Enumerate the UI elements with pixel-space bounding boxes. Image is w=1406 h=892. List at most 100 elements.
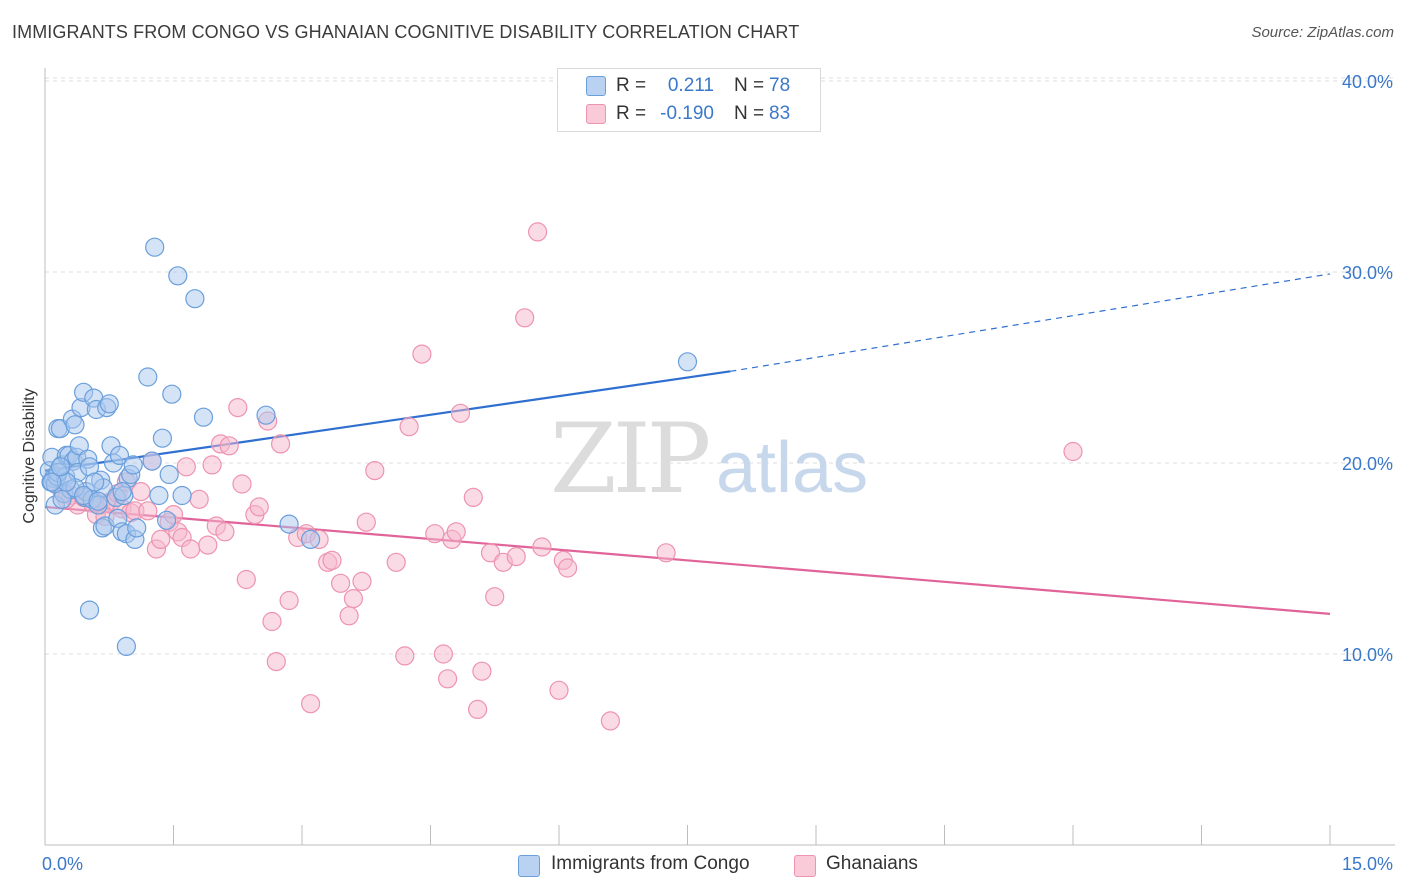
congo-point — [185, 289, 205, 309]
ghana-point — [181, 539, 201, 559]
ghana-point — [395, 646, 415, 666]
congo-point — [99, 394, 119, 414]
ghana-point — [301, 694, 321, 714]
congo-point — [88, 491, 108, 511]
ghana-point — [202, 455, 222, 475]
ghana-point — [279, 590, 299, 611]
legend-ghana-swatch — [794, 855, 816, 877]
ghana-point — [236, 569, 256, 590]
legend-r-value: -0.190 — [660, 103, 714, 124]
ghana-point — [386, 552, 406, 572]
ghana-point — [446, 522, 466, 542]
congo-point — [85, 472, 105, 492]
legend-row-ghana: R = -0.190 N = 83 — [558, 100, 820, 128]
ghana-point — [515, 308, 535, 328]
congo-point — [138, 367, 158, 387]
congo-point — [157, 510, 177, 530]
legend-congo-swatch — [518, 855, 540, 877]
ghana-point — [399, 417, 419, 437]
x-tick-label: 15.0% — [1342, 854, 1393, 874]
correlation-legend: R = 0.211 N = 78 R = -0.190 N = 83 — [557, 68, 821, 132]
ghana-point — [1063, 441, 1083, 462]
watermark-zip: ZIP — [550, 403, 709, 515]
tick-labels: 10.0% 20.0% 30.0% 40.0% 0.0% 15.0% — [42, 72, 1393, 874]
congo-trend-line — [44, 370, 731, 472]
congo-point — [149, 485, 169, 506]
ghana-point — [266, 651, 286, 672]
ghana-point — [331, 573, 351, 593]
legend-r-label: R = — [616, 75, 647, 96]
y-tick-label: 40.0% — [1342, 72, 1393, 92]
legend-n-label: N = — [734, 75, 765, 96]
congo-point — [677, 352, 698, 372]
ghana-point — [472, 661, 492, 681]
legend-n-label: N = — [734, 103, 765, 124]
ghana-point — [198, 535, 218, 555]
source-label: Source: ZipAtlas.com — [1251, 24, 1394, 41]
ghana-point — [433, 644, 453, 664]
ghana-point — [463, 487, 483, 507]
y-tick-label: 30.0% — [1342, 263, 1393, 283]
congo-point — [127, 518, 147, 538]
congo-point — [142, 451, 162, 471]
congo-point — [112, 482, 132, 502]
congo-point — [116, 636, 137, 657]
legend-n-value: 83 — [769, 103, 791, 124]
congo-point — [50, 457, 71, 477]
gridlines — [45, 77, 1395, 655]
data-points — [39, 222, 1083, 731]
legend-n-value: 78 — [769, 75, 791, 96]
legend-ghana-label: Ghanaians — [826, 853, 918, 874]
congo-point — [279, 514, 299, 534]
ghana-point — [557, 558, 578, 578]
ghana-trend-line — [44, 505, 1331, 615]
congo-point — [168, 266, 188, 286]
ghana-point — [425, 524, 445, 544]
ghana-point — [365, 461, 385, 481]
ghana-point — [356, 512, 376, 532]
ghana-point — [271, 434, 291, 454]
ghana-point — [249, 497, 269, 517]
congo-point — [193, 407, 214, 427]
congo-point — [65, 415, 85, 435]
ghana-point — [322, 550, 342, 571]
y-tick-label: 10.0% — [1342, 645, 1393, 665]
congo-point — [301, 529, 321, 550]
ghana-point — [532, 537, 552, 557]
ghana-point — [352, 571, 372, 592]
ghana-point — [549, 680, 569, 700]
congo-point — [172, 485, 192, 506]
ghana-point — [219, 436, 239, 456]
chart-title: IMMIGRANTS FROM CONGO VS GHANAIAN COGNIT… — [12, 22, 800, 42]
ghana-point — [438, 669, 458, 689]
y-tick-label: 20.0% — [1342, 454, 1393, 474]
congo-point — [152, 428, 172, 448]
ghana-point — [151, 529, 171, 550]
ghana-point — [527, 222, 548, 242]
ghana-point — [228, 398, 248, 418]
watermark: ZIP atlas — [550, 403, 868, 515]
legend-congo-label: Immigrants from Congo — [551, 853, 750, 874]
congo-point — [256, 405, 276, 425]
series-legend: Immigrants from Congo Ghanaians — [0, 853, 1406, 877]
congo-point — [42, 472, 62, 492]
blue-swatch — [586, 76, 606, 96]
congo-point — [109, 445, 130, 465]
axes — [44, 68, 1395, 846]
ghana-point — [468, 699, 488, 720]
ghana-point — [232, 474, 252, 494]
ghana-point — [262, 611, 282, 632]
watermark-atlas: atlas — [716, 428, 868, 508]
legend-row-congo: R = 0.211 N = 78 — [558, 72, 820, 100]
ghana-point — [138, 501, 158, 521]
ghana-point — [339, 606, 359, 626]
ghana-point — [506, 546, 526, 567]
ghana-point — [176, 457, 196, 477]
ghana-point — [480, 543, 501, 563]
congo-point — [145, 237, 165, 257]
ghana-point — [656, 543, 676, 563]
legend-r-label: R = — [616, 103, 647, 124]
ghana-point — [450, 403, 471, 423]
ghana-point — [485, 587, 505, 607]
